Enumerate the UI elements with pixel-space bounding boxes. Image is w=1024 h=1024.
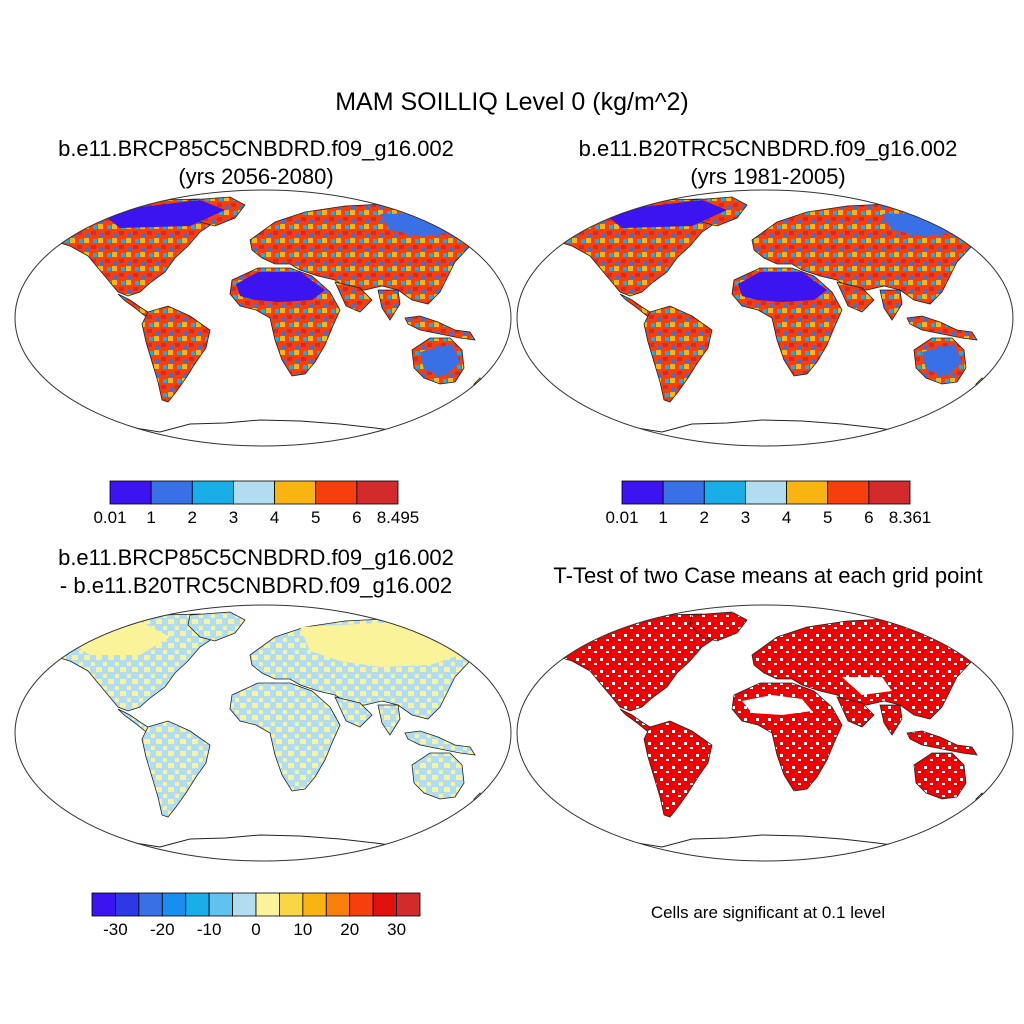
colorbar-tick-label: 1 (658, 508, 667, 527)
colorbar-swatch (91, 892, 116, 917)
colorbar-swatch (703, 480, 746, 505)
top-right-title-line2: (yrs 1981-2005) (690, 164, 846, 189)
colorbar-swatch (396, 892, 421, 917)
bottom-left-title-line2: - b.e11.B20TRC5CNBDRD.f09_g16.002 (59, 573, 453, 598)
top-right-title: b.e11.B20TRC5CNBDRD.f09_g16.002 (yrs 198… (512, 135, 1024, 191)
australia-dry-region (922, 344, 962, 376)
colorbar-tick-label: 1 (146, 508, 155, 527)
colorbar-swatch (786, 480, 829, 505)
top-right-title-line1: b.e11.B20TRC5CNBDRD.f09_g16.002 (578, 136, 958, 161)
colorbar-swatch (356, 480, 399, 505)
sahara-dry-region (236, 272, 325, 302)
colorbar-tick-label: 8.361 (889, 508, 932, 527)
map-top-left (14, 189, 512, 447)
arctic-dry-region (602, 200, 727, 228)
colorbar-tick-label: 8.495 (377, 508, 420, 527)
colorbar-swatch (315, 480, 358, 505)
map-top-right (516, 189, 1014, 447)
colorbar-tick-label: -10 (197, 920, 222, 939)
colorbar-tick-label: 0.01 (605, 508, 638, 527)
map-bottom-right (516, 604, 1014, 862)
colorbar-swatch (302, 892, 327, 917)
colorbar-tick-label: 2 (700, 508, 709, 527)
colorbar-swatch (325, 892, 351, 917)
colorbar-swatch (349, 892, 374, 917)
colorbar-swatch (191, 480, 234, 505)
colorbar-swatch (115, 892, 140, 917)
colorbar-swatch (208, 892, 233, 917)
top-left-title: b.e11.BRCP85C5CNBDRD.f09_g16.002 (yrs 20… (0, 135, 512, 191)
colorbar-tick-label: 3 (741, 508, 750, 527)
positive-diff-region (60, 621, 170, 655)
colorbar-bottom-left: -30 -20 -10 0 10 20 30 (91, 892, 421, 939)
top-left-title-line1: b.e11.BRCP85C5CNBDRD.f09_g16.002 (58, 136, 454, 161)
colorbar-tick-label: -30 (103, 920, 128, 939)
colorbar-swatch (232, 892, 257, 917)
colorbar-tick-label: 5 (823, 508, 832, 527)
colorbar-tick-label: 2 (188, 508, 197, 527)
bottom-left-title: b.e11.BRCP85C5CNBDRD.f09_g16.002 - b.e11… (0, 544, 512, 600)
colorbar-tick-label: 6 (352, 508, 361, 527)
colorbar-swatch (279, 892, 304, 917)
colorbar-tick-label: 4 (782, 508, 791, 527)
map-frame-top-right (516, 189, 1014, 447)
colorbar-tick-label: 10 (293, 920, 312, 939)
colorbar-swatch (109, 480, 152, 505)
colorbar-swatch (372, 892, 397, 917)
colorbar-tick-label: 0.01 (93, 508, 126, 527)
colorbar-swatch (138, 892, 163, 917)
bottom-left-title-line1: b.e11.BRCP85C5CNBDRD.f09_g16.002 (58, 545, 454, 570)
figure-title: MAM SOILLIQ Level 0 (kg/m^2) (335, 88, 689, 116)
colorbar-tick-label: 3 (229, 508, 238, 527)
colorbar-swatch (255, 892, 280, 917)
colorbar-tick-label: 0 (251, 920, 260, 939)
colorbar-tick-label: 30 (387, 920, 406, 939)
arctic-dry-region (100, 200, 225, 228)
nonsignificant-region (742, 695, 812, 715)
sahara-dry-region (738, 272, 827, 302)
australia-dry-region (420, 344, 460, 376)
colorbar-swatch (621, 480, 664, 505)
colorbar-swatch (150, 480, 193, 505)
map-frame-bottom-right (516, 604, 1014, 862)
map-frame-top-left (14, 189, 512, 447)
colorbar-swatch (185, 892, 210, 917)
colorbar-swatch (827, 480, 870, 505)
significance-note: Cells are significant at 0.1 level (650, 903, 886, 922)
colorbar-swatch (868, 480, 911, 505)
colorbar-swatch (233, 480, 275, 505)
colorbar-swatch (745, 480, 787, 505)
colorbar-tick-label: 4 (270, 508, 279, 527)
map-bottom-left (14, 604, 512, 862)
colorbar-tick-label: 20 (340, 920, 359, 939)
colorbar-top-right: 0.01 1 2 3 4 5 6 8.361 (605, 480, 932, 527)
map-frame-bottom-left (14, 604, 512, 862)
colorbar-tick-label: 6 (864, 508, 873, 527)
colorbar-swatch (662, 480, 705, 505)
colorbar-top-left: 0.01 1 2 3 4 5 6 8.495 (93, 480, 420, 527)
bottom-right-title: T-Test of two Case means at each grid po… (553, 563, 983, 588)
colorbar-swatch (274, 480, 317, 505)
colorbar-tick-label: 5 (311, 508, 320, 527)
nonsignificant-region (842, 677, 892, 695)
colorbar-tick-label: -20 (150, 920, 175, 939)
colorbar-swatch (161, 892, 187, 917)
top-left-title-line2: (yrs 2056-2080) (178, 164, 334, 189)
